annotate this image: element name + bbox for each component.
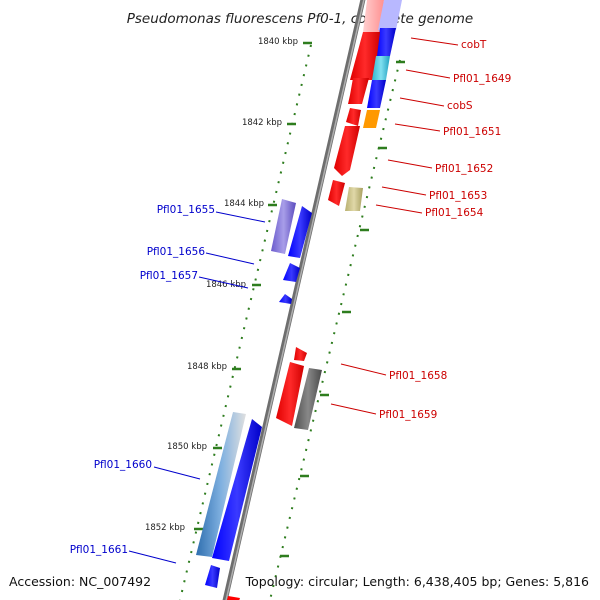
reverse-strand-genes: [226, 0, 402, 600]
reverse-gene-label-texts: cobT Pfl01_1649 cobS Pfl01_1651 Pfl01_16…: [379, 39, 511, 421]
ruler-label: 1840 kbp: [258, 37, 298, 47]
accession-text: Accession: NC_007492: [9, 574, 151, 589]
gene-pfl01-1655-blue[interactable]: [288, 206, 312, 258]
gene-pfl01-1657[interactable]: [279, 294, 292, 304]
gene-pfl01-1661[interactable]: [212, 419, 262, 561]
forward-gene-labels: [128, 211, 266, 564]
genome-backbone: [222, 0, 366, 600]
gene-pfl01-1653[interactable]: [328, 180, 345, 206]
gene-pfl01-1649[interactable]: [350, 32, 380, 80]
gene-pfl01-1651-orange[interactable]: [363, 110, 380, 128]
genome-summary-text: Topology: circular; Length: 6,438,405 bp…: [245, 574, 589, 589]
gene-pfl01-1652[interactable]: [334, 126, 360, 176]
gene-label[interactable]: Pfl01_1649: [453, 73, 511, 85]
gene-label[interactable]: Pfl01_1651: [443, 126, 501, 138]
ruler-label: 1846 kbp: [206, 280, 246, 290]
gene-cyan[interactable]: [372, 56, 390, 80]
ruler-major-ticks: [194, 41, 405, 558]
gene-pfl01-1656[interactable]: [283, 263, 300, 282]
gene-gray[interactable]: [294, 368, 322, 430]
gene-pfl01-1651[interactable]: [346, 108, 361, 126]
ruler-labels: 1840 kbp 1842 kbp 1844 kbp 1846 kbp 1848…: [145, 37, 298, 533]
ruler-label: 1842 kbp: [242, 118, 282, 128]
ruler-label: 1850 kbp: [167, 442, 207, 452]
gene-pfl01-1655[interactable]: [271, 199, 296, 254]
gene-label[interactable]: Pfl01_1652: [435, 163, 493, 175]
gene-label[interactable]: Pfl01_1657: [140, 270, 198, 282]
reverse-gene-labels: [330, 37, 459, 415]
gene-blue-small[interactable]: [205, 565, 220, 588]
gene-label[interactable]: cobT: [461, 39, 487, 51]
gene-label[interactable]: Pfl01_1658: [389, 370, 447, 382]
gene-label[interactable]: cobS: [447, 100, 473, 112]
gene-label[interactable]: Pfl01_1659: [379, 409, 437, 421]
ruler-label: 1852 kbp: [145, 523, 185, 533]
ruler-label: 1848 kbp: [187, 362, 227, 372]
gene-label[interactable]: Pfl01_1660: [94, 459, 152, 471]
map-title: Pseudomonas fluorescens Pf0-1, complete …: [127, 11, 474, 27]
gene-label[interactable]: Pfl01_1655: [157, 204, 215, 216]
gene-pfl01-1654[interactable]: [345, 187, 363, 211]
gene-cobT-part[interactable]: [378, 0, 402, 30]
gene-label[interactable]: Pfl01_1661: [70, 544, 128, 556]
forward-strand-genes: [196, 199, 312, 588]
gene-pfl01-1659[interactable]: [276, 362, 304, 426]
gene-cobT[interactable]: [363, 0, 384, 32]
gene-label[interactable]: Pfl01_1656: [147, 246, 206, 258]
gene-pfl01-1660[interactable]: [196, 412, 246, 557]
gene-cobS-blue[interactable]: [367, 80, 386, 108]
gene-blue-top[interactable]: [376, 28, 396, 56]
gene-label[interactable]: Pfl01_1654: [425, 207, 484, 219]
gene-red-bottom[interactable]: [226, 596, 240, 600]
gene-cobS[interactable]: [348, 78, 369, 104]
gene-label[interactable]: Pfl01_1653: [429, 190, 487, 202]
gene-pfl01-1658[interactable]: [294, 347, 307, 361]
forward-gene-label-texts: Pfl01_1655 Pfl01_1656 Pfl01_1657 Pfl01_1…: [70, 204, 215, 556]
ruler-label: 1844 kbp: [224, 199, 264, 209]
